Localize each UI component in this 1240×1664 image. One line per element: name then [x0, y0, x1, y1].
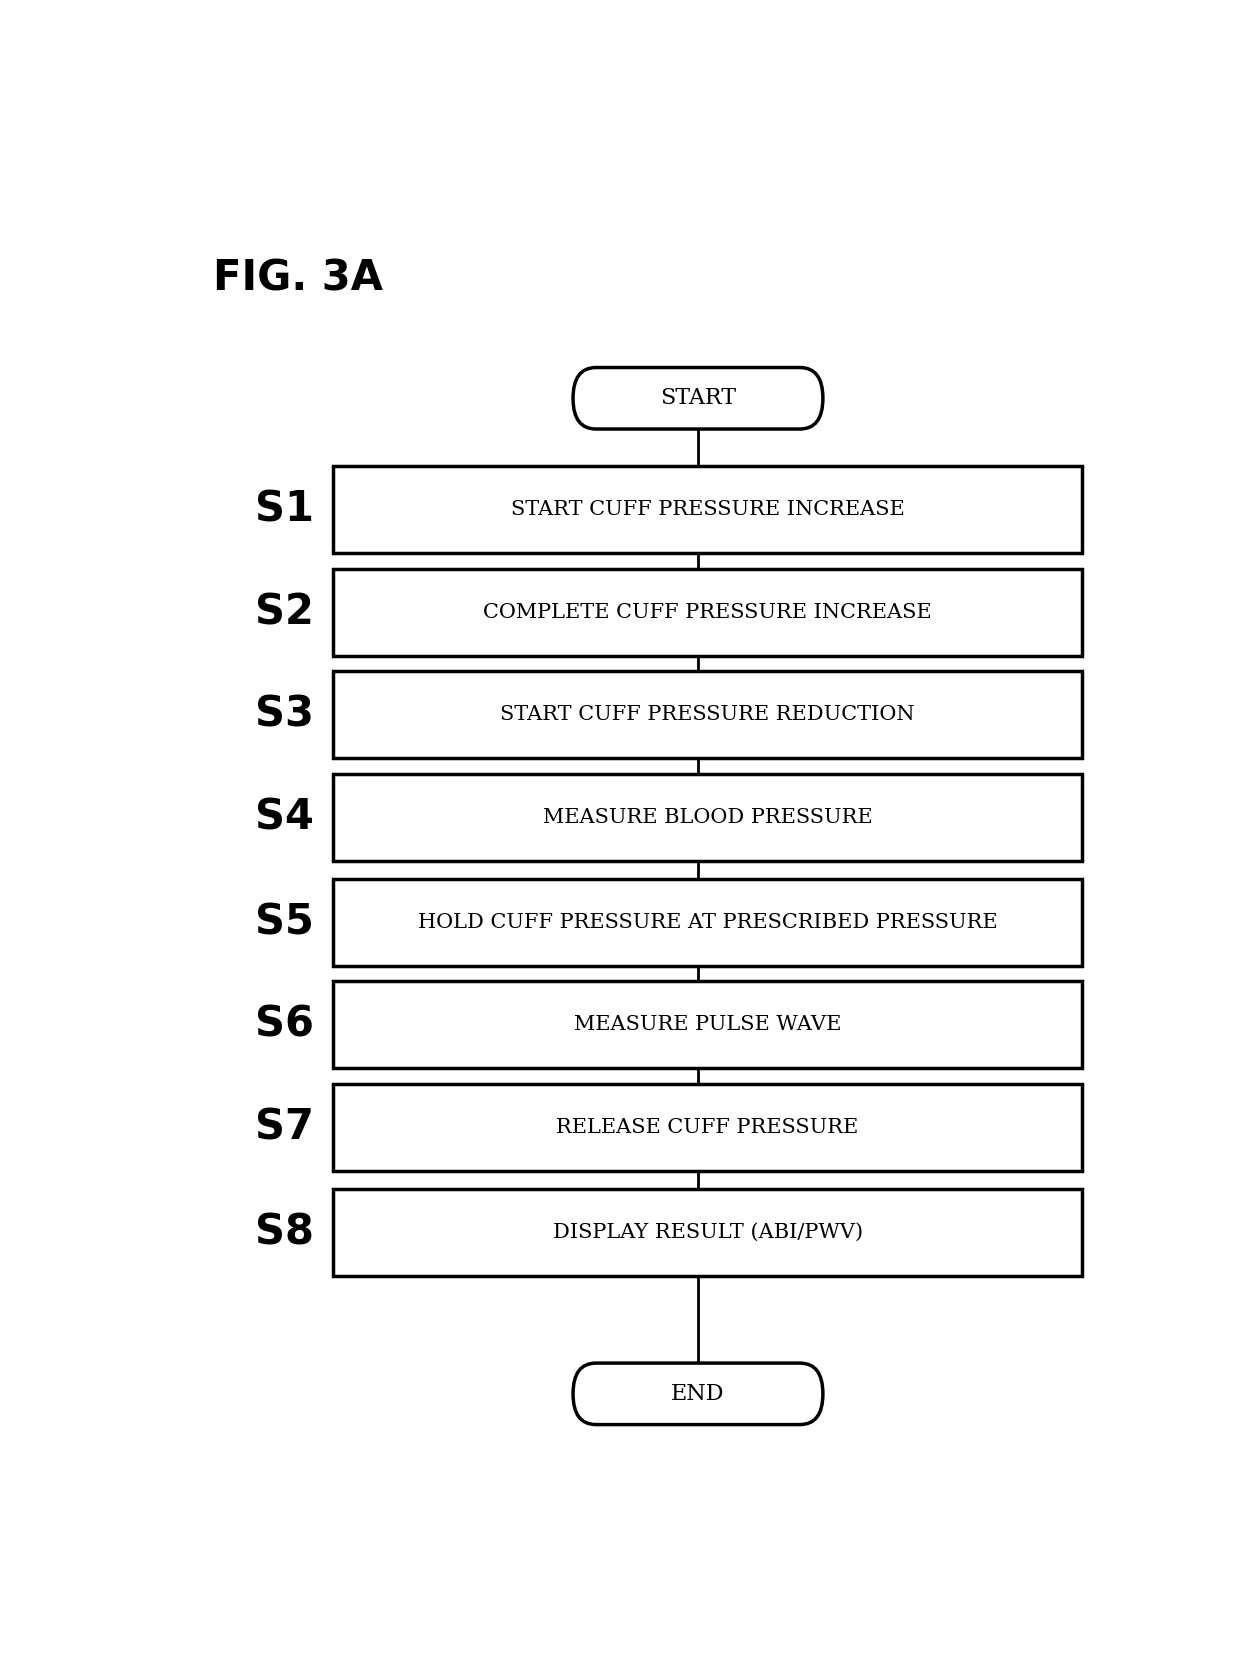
Text: START CUFF PRESSURE REDUCTION: START CUFF PRESSURE REDUCTION: [500, 706, 915, 724]
Bar: [332, 1083, 1083, 1171]
Text: RELEASE CUFF PRESSURE: RELEASE CUFF PRESSURE: [557, 1118, 858, 1137]
Bar: [332, 671, 1083, 759]
Text: S6: S6: [255, 1003, 314, 1047]
FancyBboxPatch shape: [573, 368, 823, 429]
Text: MEASURE BLOOD PRESSURE: MEASURE BLOOD PRESSURE: [543, 807, 873, 827]
Text: END: END: [671, 1383, 724, 1404]
Text: START CUFF PRESSURE INCREASE: START CUFF PRESSURE INCREASE: [511, 501, 904, 519]
Text: START: START: [660, 388, 737, 409]
Text: S4: S4: [255, 797, 314, 839]
Bar: [332, 1188, 1083, 1276]
Bar: [332, 466, 1083, 554]
Bar: [332, 569, 1083, 656]
Text: S3: S3: [255, 694, 314, 735]
Text: DISPLAY RESULT (ABI/PWV): DISPLAY RESULT (ABI/PWV): [553, 1223, 863, 1241]
Bar: [332, 879, 1083, 965]
Text: FIG. 3A: FIG. 3A: [213, 258, 383, 300]
Text: HOLD CUFF PRESSURE AT PRESCRIBED PRESSURE: HOLD CUFF PRESSURE AT PRESCRIBED PRESSUR…: [418, 914, 997, 932]
FancyBboxPatch shape: [573, 1363, 823, 1424]
Text: S5: S5: [255, 902, 314, 943]
Text: S8: S8: [255, 1211, 314, 1253]
Text: S2: S2: [255, 591, 314, 634]
Text: COMPLETE CUFF PRESSURE INCREASE: COMPLETE CUFF PRESSURE INCREASE: [484, 602, 932, 622]
Text: MEASURE PULSE WAVE: MEASURE PULSE WAVE: [574, 1015, 841, 1035]
Bar: [332, 982, 1083, 1068]
Text: S7: S7: [255, 1107, 314, 1148]
Bar: [332, 774, 1083, 860]
Text: S1: S1: [255, 489, 314, 531]
